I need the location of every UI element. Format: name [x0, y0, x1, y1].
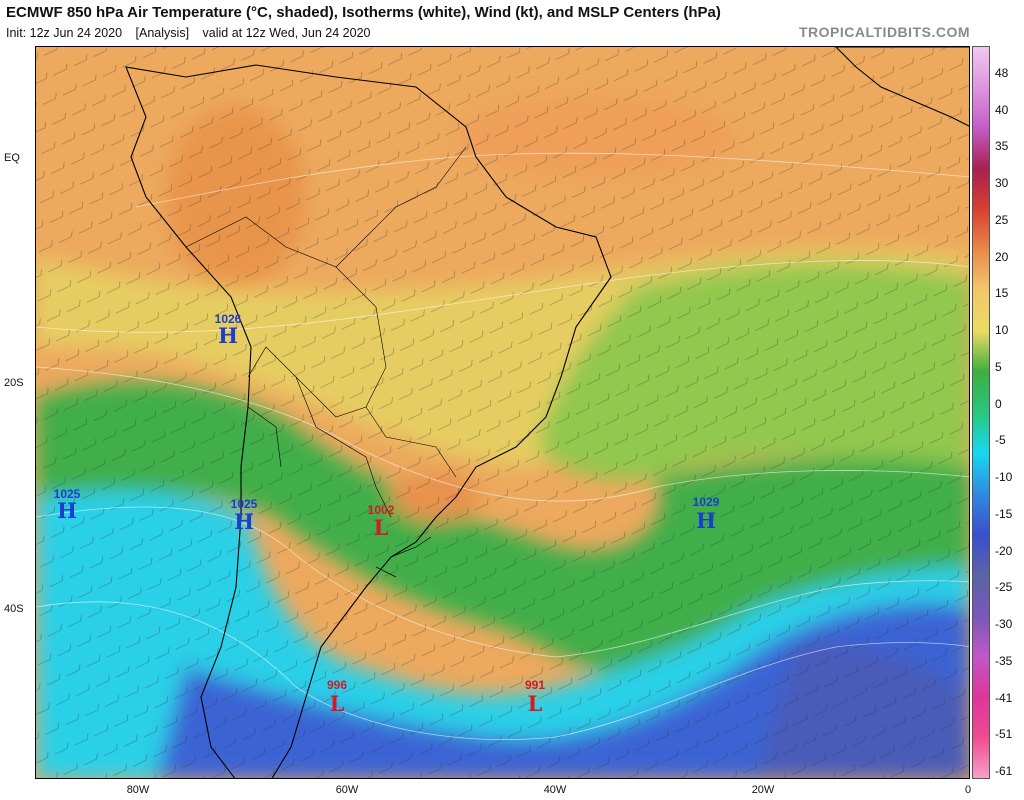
- colorbar-tick-label: -35: [995, 653, 1013, 668]
- center-symbol: L: [528, 691, 543, 716]
- south-america-borders: [185, 146, 467, 518]
- center-symbol: L: [374, 515, 389, 540]
- lon-label-20w: 20W: [751, 784, 775, 796]
- lon-label-60w: 60W: [335, 784, 359, 796]
- colorbar-tick-label: -10: [995, 470, 1013, 485]
- center-value: 1025: [54, 487, 81, 501]
- temperature-map: 1026 H 1025 H 1025 H 1002 L 1029 H 996 L: [35, 46, 970, 779]
- center-value: 991: [525, 678, 545, 692]
- colorbar-tick-label: 35: [995, 139, 1009, 154]
- low-center-996: 996 L: [327, 678, 347, 716]
- high-center-1025-andes: 1025 H: [231, 497, 258, 534]
- colorbar-tick-label: 5: [995, 359, 1002, 374]
- high-center-1029: 1029 H: [693, 495, 720, 533]
- high-center-1025-west: 1025 H: [54, 487, 81, 523]
- colorbar-tick-label: 20: [995, 249, 1009, 264]
- center-value: 1029: [693, 495, 720, 509]
- colorbar-tick-label: 15: [995, 286, 1009, 301]
- map-title: ECMWF 850 hPa Air Temperature (°C, shade…: [6, 4, 721, 21]
- pressure-centers: 1026 H 1025 H 1025 H 1002 L 1029 H 996 L: [54, 312, 720, 716]
- lon-label-40w: 40W: [543, 784, 567, 796]
- africa-outline: [835, 47, 969, 127]
- center-value: 1002: [368, 503, 395, 517]
- colorbar-tick-label: -20: [995, 543, 1013, 558]
- lon-label-80w: 80W: [126, 784, 150, 796]
- low-center-1002: 1002 L: [368, 503, 395, 540]
- lat-label-40s: 40S: [4, 603, 24, 615]
- colorbar-tick-label: -30: [995, 617, 1013, 632]
- lat-label-eq: EQ: [4, 152, 20, 164]
- lon-label-0: 0: [964, 784, 972, 796]
- center-value: 1025: [231, 497, 258, 511]
- river-plate: [375, 536, 432, 578]
- map-canvas: 1026 H 1025 H 1025 H 1002 L 1029 H 996 L: [36, 47, 969, 778]
- coastlines: [125, 47, 969, 778]
- center-symbol: L: [330, 691, 345, 716]
- temperature-colorbar: [972, 46, 990, 779]
- colorbar-tick-label: 40: [995, 102, 1009, 117]
- center-value: 1026: [215, 312, 242, 326]
- center-symbol: H: [218, 323, 238, 348]
- colorbar-tick-label: -61: [995, 764, 1013, 778]
- colorbar-tick-label: -15: [995, 506, 1013, 521]
- colorbar-tick-label: -51: [995, 727, 1013, 742]
- colorbar-tick-label: -41: [995, 690, 1013, 705]
- low-center-991: 991 L: [525, 678, 545, 716]
- temperature-field: [36, 47, 969, 778]
- colorbar-tick-label: 10: [995, 323, 1009, 338]
- colorbar-tick-label: -25: [995, 580, 1013, 595]
- analysis-tag: [Analysis]: [135, 26, 190, 40]
- colorbar-tick-label: 25: [995, 212, 1009, 227]
- map-subtitle: Init: 12z Jun 24 2020 [Analysis] valid a…: [6, 26, 380, 40]
- colorbar-tick-label: -5: [995, 433, 1006, 448]
- site-credit: TROPICALTIDBITS.COM: [798, 24, 970, 40]
- colorbar-tick-label: 30: [995, 176, 1009, 191]
- south-america-outline: [125, 64, 612, 778]
- high-center-1026: 1026 H: [215, 312, 242, 348]
- valid-time: valid at 12z Wed, Jun 24 2020: [202, 26, 371, 40]
- colorbar-tick-label: 0: [995, 396, 1002, 411]
- center-value: 996: [327, 678, 347, 692]
- center-symbol: H: [234, 509, 254, 534]
- isotherms: [36, 152, 969, 740]
- lat-label-20s: 20S: [4, 377, 24, 389]
- colorbar-tick-label: 48: [995, 66, 1009, 80]
- center-symbol: H: [696, 508, 716, 533]
- center-symbol: H: [57, 498, 77, 523]
- init-time: Init: 12z Jun 24 2020: [6, 26, 123, 40]
